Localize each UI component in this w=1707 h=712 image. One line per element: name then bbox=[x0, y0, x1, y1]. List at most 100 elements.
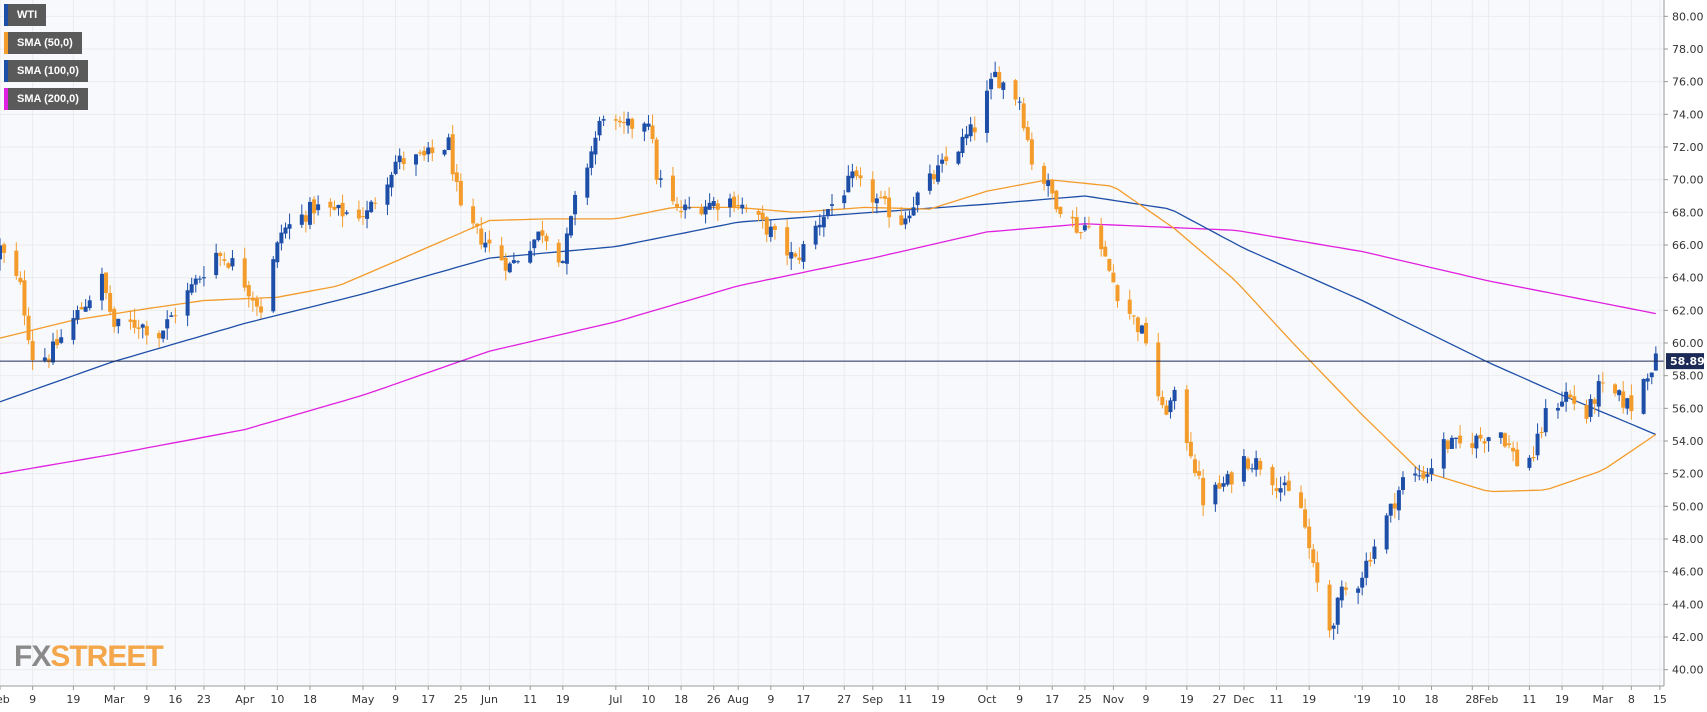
x-tick-label: 11 bbox=[898, 693, 912, 706]
candle-body bbox=[201, 277, 206, 279]
legend-label: SMA (50,0) bbox=[8, 32, 82, 54]
candle bbox=[1188, 432, 1193, 459]
candle-body bbox=[617, 120, 622, 123]
x-tick-label: 18 bbox=[303, 693, 317, 706]
candle bbox=[573, 190, 578, 226]
candle bbox=[1303, 498, 1308, 530]
x-tick-label: Mar bbox=[104, 693, 125, 706]
candle-body bbox=[732, 196, 737, 207]
candle bbox=[940, 153, 945, 173]
candle-body bbox=[75, 310, 80, 320]
candle-body bbox=[1135, 317, 1140, 333]
legend-item-sma-200[interactable]: SMA (200,0) bbox=[4, 88, 88, 110]
candle bbox=[679, 200, 684, 219]
y-tick-label: 70.00 bbox=[1672, 174, 1704, 187]
candle-body bbox=[1560, 401, 1565, 407]
candle bbox=[1511, 441, 1516, 462]
candle-body bbox=[418, 152, 423, 154]
candle-body bbox=[0, 245, 2, 260]
candle-body bbox=[442, 150, 447, 155]
candle-body bbox=[14, 250, 19, 276]
candle-body bbox=[71, 318, 76, 340]
x-tick-label: 9 bbox=[392, 693, 399, 706]
candle-body bbox=[1531, 457, 1536, 459]
x-tick-label: 19 bbox=[931, 693, 945, 706]
candle bbox=[1082, 216, 1087, 232]
candle bbox=[993, 61, 998, 78]
candle-body bbox=[764, 217, 769, 235]
candle bbox=[401, 151, 406, 171]
candle bbox=[1482, 438, 1487, 454]
candle-body bbox=[1596, 381, 1601, 407]
candle bbox=[218, 251, 223, 267]
y-tick-label: 72.00 bbox=[1672, 141, 1704, 154]
candle bbox=[189, 277, 194, 296]
candle-body bbox=[956, 151, 961, 164]
candle bbox=[287, 213, 292, 240]
candle bbox=[699, 203, 704, 216]
candle bbox=[360, 207, 365, 225]
candle bbox=[299, 204, 304, 228]
candle-body bbox=[573, 194, 578, 215]
sma-200-layer bbox=[0, 223, 1656, 475]
legend-item-sma-100[interactable]: SMA (100,0) bbox=[4, 60, 88, 82]
candle bbox=[1054, 189, 1059, 213]
candle bbox=[55, 329, 60, 349]
y-tick-label: 56.00 bbox=[1672, 402, 1704, 415]
candle bbox=[42, 348, 47, 363]
x-tick-label: 27 bbox=[837, 693, 851, 706]
legend-item-sma-50[interactable]: SMA (50,0) bbox=[4, 32, 88, 54]
candle-body bbox=[830, 204, 834, 206]
legend-item-wti[interactable]: WTI bbox=[4, 4, 88, 26]
candle-body bbox=[189, 284, 194, 293]
candle bbox=[740, 197, 745, 215]
candle-body bbox=[1029, 139, 1034, 165]
candle bbox=[1360, 571, 1365, 596]
candle bbox=[79, 302, 84, 310]
candle bbox=[1184, 385, 1189, 451]
candle-body bbox=[356, 209, 361, 219]
x-tick-label: 19 bbox=[1180, 693, 1194, 706]
candle bbox=[789, 241, 794, 270]
candle bbox=[1515, 441, 1520, 467]
candle-body bbox=[426, 147, 431, 155]
candle bbox=[650, 114, 655, 144]
candle-body bbox=[1258, 460, 1263, 470]
candle bbox=[536, 231, 541, 242]
candle bbox=[132, 308, 137, 334]
candle bbox=[728, 193, 733, 218]
x-tick-label: 25 bbox=[454, 693, 468, 706]
candle bbox=[1527, 455, 1532, 471]
candle-body bbox=[1445, 440, 1450, 450]
candle bbox=[116, 318, 121, 334]
candle-body bbox=[1184, 389, 1189, 444]
candle bbox=[230, 250, 235, 271]
candle bbox=[1274, 477, 1279, 499]
candle-body bbox=[503, 257, 508, 271]
candle bbox=[878, 190, 883, 199]
candle bbox=[1474, 433, 1479, 459]
candle-body bbox=[479, 228, 484, 245]
candle bbox=[617, 116, 622, 128]
candle-body bbox=[699, 208, 704, 215]
y-tick-label: 52.00 bbox=[1672, 468, 1704, 481]
y-tick-label: 40.00 bbox=[1672, 664, 1704, 677]
candle-body bbox=[1164, 405, 1169, 415]
candle bbox=[772, 223, 777, 240]
candle bbox=[532, 238, 537, 257]
candle bbox=[22, 270, 27, 326]
candle bbox=[1454, 437, 1458, 449]
candle bbox=[1017, 97, 1022, 110]
candle bbox=[1315, 551, 1320, 592]
candle-body bbox=[1082, 225, 1087, 231]
candle bbox=[389, 171, 394, 197]
candle-body bbox=[1270, 467, 1275, 486]
candle bbox=[964, 125, 969, 146]
candle-body bbox=[385, 184, 390, 205]
candle-body bbox=[568, 216, 573, 236]
candle bbox=[336, 204, 341, 216]
candle-body bbox=[1511, 447, 1516, 452]
candle bbox=[1331, 623, 1336, 640]
candle-body bbox=[169, 315, 174, 317]
legend-label: WTI bbox=[8, 4, 47, 26]
